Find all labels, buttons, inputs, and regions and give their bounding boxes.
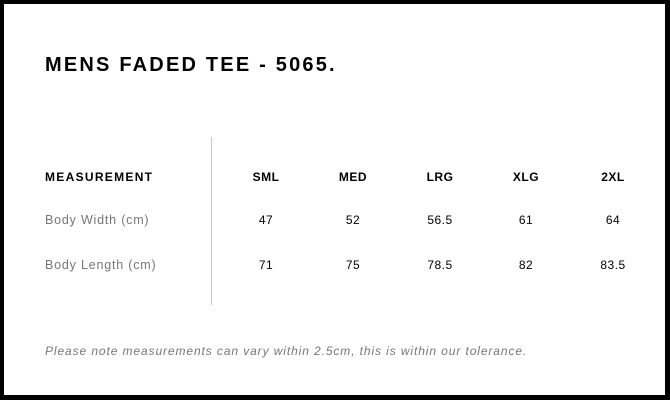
table-cell: 61	[518, 213, 534, 227]
table-cell: 82	[518, 258, 534, 272]
row-label: Body Width (cm)	[45, 213, 150, 227]
table-cell: 64	[605, 213, 621, 227]
header-size: XLG	[512, 170, 540, 184]
table-cell: 52	[345, 213, 361, 227]
table-cell: 78.5	[427, 258, 453, 272]
table-cell: 47	[258, 213, 274, 227]
header-size: LRG	[426, 170, 454, 184]
table-cell: 75	[345, 258, 361, 272]
header-size: SML	[252, 170, 280, 184]
header-size: MED	[338, 170, 368, 184]
page-title: MENS FADED TEE - 5065.	[45, 54, 337, 76]
header-measurement: MEASUREMENT	[45, 170, 154, 184]
size-chart-card: MENS FADED TEE - 5065. MEASUREMENT SML MED…	[4, 4, 665, 395]
column-divider	[211, 137, 212, 305]
table-cell: 71	[258, 258, 274, 272]
tolerance-note: Please note measurements can vary within…	[45, 344, 528, 358]
table-cell: 83.5	[600, 258, 626, 272]
row-label: Body Length (cm)	[45, 258, 157, 272]
table-cell: 56.5	[427, 213, 453, 227]
header-size: 2XL	[601, 170, 625, 184]
